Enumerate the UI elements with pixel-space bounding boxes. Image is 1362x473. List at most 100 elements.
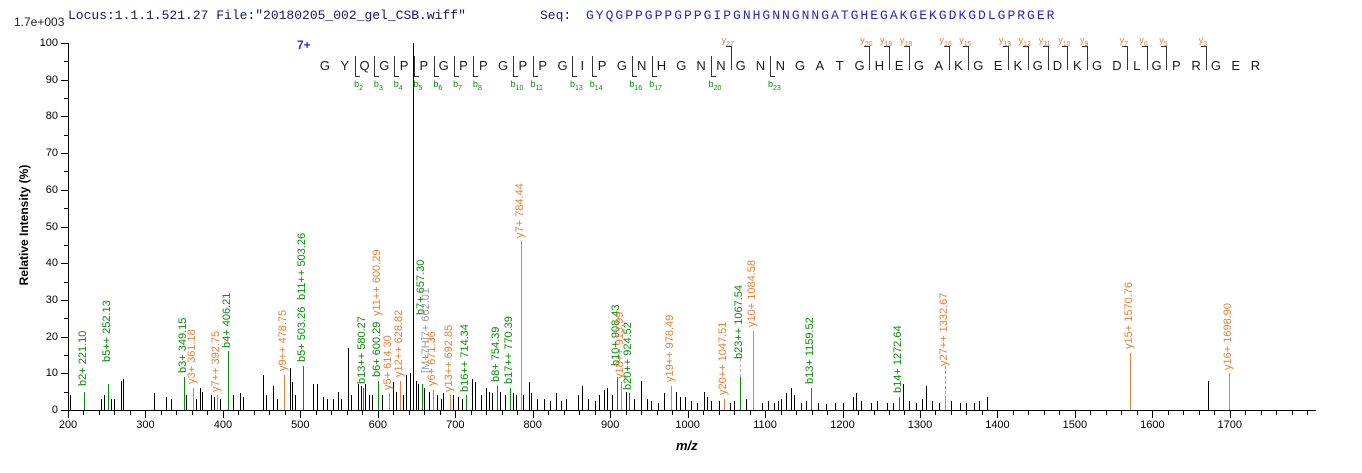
- sequence-residue: N: [636, 58, 647, 73]
- x-axis-tick: [919, 411, 921, 418]
- peak-label: y16+ 1698.90: [1221, 302, 1234, 370]
- sequence-residue: N: [716, 58, 726, 73]
- fragment-ion-peak: [192, 387, 194, 410]
- y-ion-label: y3: [1198, 35, 1208, 48]
- peak: [871, 402, 873, 410]
- x-axis-tick: [1059, 411, 1061, 415]
- x-axis-tick: [532, 411, 534, 418]
- peak: [457, 397, 459, 410]
- y-axis-tick: [64, 171, 68, 173]
- peak: [504, 395, 506, 410]
- peak: [409, 373, 411, 410]
- x-axis-tick: [827, 411, 829, 415]
- peak-label: y12++ 628.82: [393, 309, 406, 377]
- x-axis-tick: [176, 411, 178, 415]
- y-axis-tick: [64, 98, 68, 100]
- sequence-residue: Q: [359, 58, 370, 73]
- peak-label: b20++ 924.52: [622, 321, 635, 390]
- x-axis-tick: [749, 411, 751, 415]
- y-ion-tick-head: [864, 46, 870, 47]
- peak: [696, 402, 698, 410]
- sequence-residue: K: [1013, 58, 1023, 73]
- fragment-ion-peak: [449, 395, 451, 410]
- b-ion-label: b20: [708, 79, 722, 92]
- sequence-residue: P: [419, 58, 429, 73]
- y-ion-tick: [1008, 46, 1009, 70]
- sequence-residue: P: [1171, 58, 1181, 73]
- x-axis-tick: [1028, 411, 1030, 415]
- x-axis-tick: [501, 411, 503, 415]
- peak: [413, 43, 415, 410]
- peak: [515, 395, 517, 410]
- peak: [392, 382, 394, 410]
- peak-label: y13++ 692.85: [442, 324, 455, 392]
- x-axis-tick: [1229, 411, 1231, 418]
- peak: [70, 395, 72, 410]
- peak: [523, 395, 525, 410]
- peak: [266, 395, 268, 410]
- sequence-residue: G: [379, 58, 390, 73]
- fragment-ion-peak: [520, 241, 522, 410]
- sequence-residue: G: [1210, 58, 1221, 73]
- peak: [778, 400, 780, 410]
- y-ion-tick-head: [1201, 46, 1206, 47]
- y-ion-label: y12: [1018, 35, 1031, 48]
- x-axis-tick: [610, 411, 612, 418]
- x-axis-tick: [160, 411, 162, 415]
- peak-label: y9++ 478.75: [276, 310, 289, 372]
- peak: [113, 398, 115, 410]
- x-axis-tick: [981, 411, 983, 415]
- peak: [679, 397, 681, 410]
- fragment-ion-peak: [283, 375, 285, 410]
- peak: [978, 400, 980, 410]
- peak: [512, 393, 514, 410]
- peak: [531, 393, 533, 410]
- peak: [415, 380, 417, 410]
- peak: [294, 395, 296, 410]
- x-axis-tick: [486, 411, 488, 415]
- peak: [1208, 380, 1210, 410]
- y-axis-tick-label: 100: [39, 37, 58, 49]
- sequence-residue: P: [538, 58, 548, 73]
- x-axis-tick: [1245, 411, 1247, 415]
- peak: [793, 395, 795, 410]
- x-axis-tick-label: 1500: [1062, 419, 1088, 431]
- sequence-residue: G: [1151, 58, 1162, 73]
- fragment-ion-peak: [84, 391, 86, 410]
- fragment-ion-peak: [422, 384, 424, 410]
- x-axis-tick: [145, 411, 147, 418]
- b-ion-tick: [572, 56, 574, 77]
- x-axis-tick-label: 400: [213, 419, 233, 431]
- sequence-residue: G: [1092, 58, 1103, 73]
- peak: [566, 398, 568, 410]
- fragment-ion-peak: [811, 387, 813, 410]
- peak: [442, 393, 444, 410]
- y-axis-tick-label: 50: [45, 220, 58, 233]
- b-ion-label: b13: [569, 79, 583, 92]
- peak: [625, 391, 627, 410]
- peak: [166, 397, 168, 410]
- y-ion-label: y27: [721, 35, 734, 48]
- fragment-ion-peak: [898, 397, 900, 410]
- y-axis-tick: [64, 318, 68, 320]
- x-axis-tick: [1183, 411, 1185, 415]
- peak: [834, 402, 836, 410]
- sequence-residue: G: [616, 58, 627, 73]
- sequence-residue: L: [1133, 58, 1141, 73]
- x-axis-tick: [873, 411, 875, 415]
- peak: [201, 391, 203, 410]
- y-ion-tick: [968, 46, 970, 70]
- peak: [646, 398, 648, 410]
- peak: [289, 367, 291, 410]
- b-ion-tick-foot: [394, 76, 400, 77]
- x-axis-title: m/z: [676, 438, 698, 453]
- y-ion-label: y5: [1159, 35, 1168, 48]
- peak: [537, 398, 539, 410]
- b-ion-tick-foot: [631, 76, 637, 77]
- x-axis-tick-label: 800: [523, 419, 542, 431]
- x-axis-tick: [284, 411, 286, 415]
- b-ion-tick: [770, 56, 772, 77]
- peak: [462, 398, 464, 410]
- x-axis-tick: [517, 411, 519, 415]
- x-axis-tick: [1260, 411, 1262, 415]
